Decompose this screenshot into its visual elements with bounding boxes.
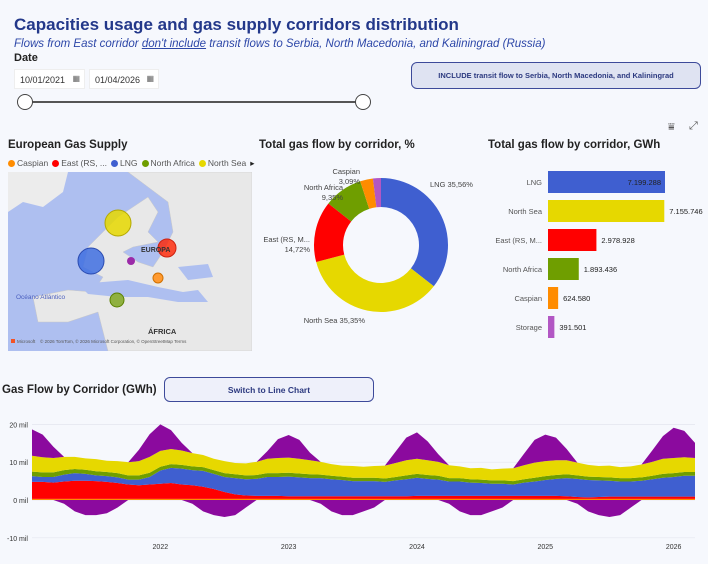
- bar[interactable]: [548, 258, 579, 280]
- area-series-lng[interactable]: [32, 467, 695, 498]
- bar-data-label: 7.155.746: [669, 207, 702, 216]
- legend-item[interactable]: North Africa: [141, 158, 195, 169]
- map-label-europe: EUROPA: [141, 247, 170, 254]
- donut-slice[interactable]: [328, 181, 370, 222]
- bar[interactable]: [548, 200, 665, 222]
- end-date-value: 01/04/2026: [95, 75, 141, 85]
- bubble-storage[interactable]: [127, 257, 135, 265]
- bar[interactable]: [548, 316, 555, 338]
- area-series-storage-injection[interactable]: [32, 424, 695, 470]
- y-tick-label: 0 mil: [13, 498, 28, 505]
- start-date-input[interactable]: 10/01/2021 ▦: [14, 69, 85, 89]
- subtitle-underlined: don't include: [141, 38, 207, 50]
- end-date-input[interactable]: 01/04/2026 ▦: [89, 69, 159, 89]
- bar-category-label: North Africa: [503, 265, 543, 274]
- bar[interactable]: [548, 229, 597, 251]
- calendar-icon[interactable]: ▦: [72, 74, 80, 83]
- page-subtitle: Flows from East corridor don't include t…: [14, 38, 545, 50]
- bar[interactable]: [548, 171, 665, 193]
- bar-data-label: 1.893.436: [584, 265, 617, 274]
- donut-title: Total gas flow by corridor, %: [259, 139, 415, 151]
- subtitle-post: transit flows to Serbia, North Macedonia…: [206, 38, 546, 50]
- area-series-north[interactable]: [32, 464, 695, 485]
- legend-next-arrow[interactable]: ▸: [250, 158, 255, 168]
- bubble-lng[interactable]: [77, 247, 105, 275]
- area-series-storage-withdrawal[interactable]: [32, 500, 695, 518]
- area-title: Gas Flow by Corridor (GWh): [2, 384, 157, 396]
- bar-category-label: LNG: [527, 178, 543, 187]
- map-title: European Gas Supply: [8, 139, 128, 151]
- map-land: [8, 172, 68, 212]
- donut-data-label: 14,72%: [285, 245, 311, 254]
- slider-end-handle[interactable]: [355, 94, 371, 110]
- map-credits[interactable]: © 2026 TomTom, © 2026 Microsoft Corporat…: [40, 338, 187, 344]
- date-filter-label: Date: [14, 52, 38, 64]
- slider-start-handle[interactable]: [17, 94, 33, 110]
- area-series-east[interactable]: [32, 480, 695, 499]
- x-tick-label: 2023: [281, 544, 297, 551]
- donut-slice[interactable]: [360, 178, 377, 209]
- bar-category-label: Storage: [516, 323, 542, 332]
- bar-data-label: 2.978.928: [601, 236, 634, 245]
- date-range-slider[interactable]: [25, 101, 363, 103]
- bar-category-label: North Sea: [508, 207, 543, 216]
- filter-icon[interactable]: ⩸: [668, 121, 675, 133]
- donut-data-label: North Sea 35,35%: [304, 316, 366, 325]
- map-label-ocean: Océano Atlántico: [16, 294, 66, 301]
- page-title: Capacities usage and gas supply corridor…: [14, 15, 459, 34]
- bubble-north-sea[interactable]: [104, 209, 132, 237]
- bar-title: Total gas flow by corridor, GWh: [488, 139, 661, 151]
- bar[interactable]: [548, 287, 559, 309]
- europe-map[interactable]: EUROPA Océano Atlántico ÁFRICA Microsoft…: [8, 172, 252, 351]
- donut-slice[interactable]: [381, 178, 448, 287]
- donut-data-label: 9,35%: [322, 193, 344, 202]
- x-tick-label: 2022: [153, 544, 169, 551]
- bar-category-label: East (RS, M...: [495, 236, 542, 245]
- donut-slice[interactable]: [316, 254, 434, 312]
- donut-slice[interactable]: [314, 203, 352, 263]
- black-sea: [178, 264, 213, 280]
- microsoft-logo: [11, 339, 15, 343]
- x-tick-label: 2026: [666, 544, 682, 551]
- switch-to-line-chart-button[interactable]: Switch to Line Chart: [164, 377, 374, 402]
- focus-mode-icon[interactable]: ⤢: [689, 120, 698, 132]
- legend-item[interactable]: LNG: [111, 158, 138, 169]
- calendar-icon[interactable]: ▦: [146, 74, 154, 83]
- bar-category-label: Caspian: [514, 294, 542, 303]
- bubble-east[interactable]: [157, 238, 177, 258]
- subtitle-pre: Flows from East corridor: [14, 38, 142, 50]
- y-tick-label: 20 mil: [9, 422, 28, 429]
- donut-data-label: LNG 35,56%: [430, 180, 473, 189]
- map-brand: Microsoft: [17, 339, 36, 344]
- x-tick-label: 2025: [538, 544, 554, 551]
- donut-data-label: 3,09%: [339, 177, 361, 186]
- bar-data-label: 7.199.288: [628, 178, 661, 187]
- start-date-value: 10/01/2021: [20, 75, 66, 85]
- donut-label-name: North Africa: [304, 183, 344, 192]
- legend-item[interactable]: North Sea: [198, 158, 246, 169]
- area-series-caspian[interactable]: [32, 498, 695, 500]
- map-legend: Caspian East (RS, ... LNG North Africa N…: [8, 158, 254, 169]
- area-chart: 20 mil 10 mil 0 mil -10 mil 2022 2023 2024 2025…: [7, 422, 695, 551]
- donut-label-name: East (RS, M...: [263, 235, 310, 244]
- x-tick-label: 2024: [409, 544, 425, 551]
- bar-data-label: 391.501: [559, 323, 586, 332]
- y-tick-label: -10 mil: [7, 536, 28, 543]
- area-series-north[interactable]: [32, 448, 695, 482]
- donut-label-name: Caspian: [332, 167, 360, 176]
- bar-data-label: 624.580: [563, 294, 590, 303]
- donut-slice[interactable]: [372, 178, 381, 208]
- y-tick-label: 10 mil: [9, 460, 28, 467]
- bubble-north-africa[interactable]: [109, 292, 125, 308]
- mediterranean-sea: [78, 280, 208, 302]
- legend-item[interactable]: Caspian: [8, 158, 48, 169]
- legend-item[interactable]: East (RS, ...: [52, 158, 107, 169]
- donut-chart: LNG 35,56% North Sea 35,35% East (RS, M...…: [263, 167, 473, 325]
- bar-chart: LNG 7.199.288 North Sea 7.155.746 East (RS, …: [495, 171, 703, 338]
- map-label-africa: ÁFRICA: [148, 327, 177, 336]
- bubble-caspian[interactable]: [152, 272, 164, 284]
- include-transit-button[interactable]: INCLUDE transit flow to Serbia, North Ma…: [411, 62, 701, 89]
